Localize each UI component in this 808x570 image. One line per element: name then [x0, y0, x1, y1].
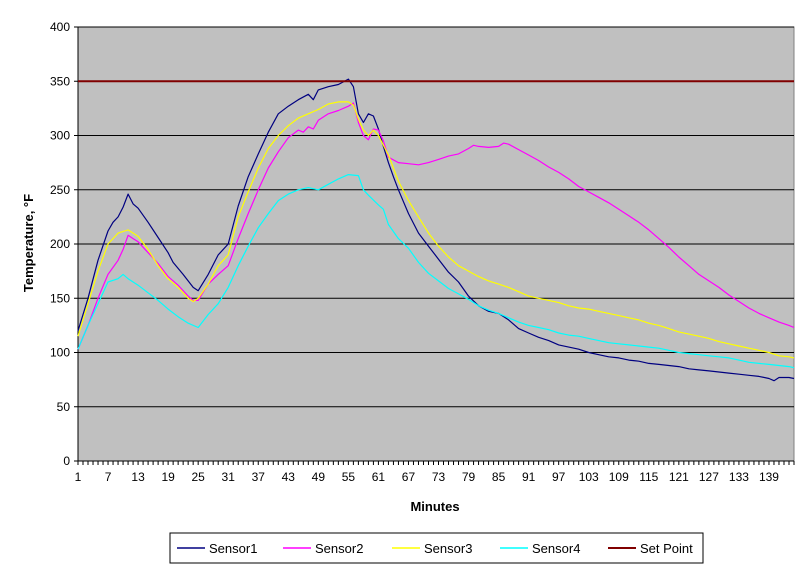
x-tick-label: 13 — [131, 470, 145, 484]
legend-label-sensor3: Sensor3 — [424, 541, 472, 556]
series-line-sensor4 — [77, 174, 795, 369]
x-tick-label: 25 — [191, 470, 205, 484]
y-axis-ticks: 0 50 100 150 200 250 300 350 400 — [50, 20, 78, 468]
y-tick-label: 50 — [57, 400, 71, 414]
y-tick-label: 200 — [50, 237, 70, 251]
x-tick-label: 91 — [522, 470, 536, 484]
x-tick-label: 43 — [282, 470, 296, 484]
x-tick-label: 19 — [161, 470, 175, 484]
y-tick-label: 100 — [50, 346, 70, 360]
y-axis-title: Temperature, °F — [21, 194, 36, 292]
x-tick-label: 7 — [105, 470, 112, 484]
legend-label-sensor2: Sensor2 — [315, 541, 363, 556]
x-tick-label: 73 — [432, 470, 446, 484]
y-tick-label: 300 — [50, 129, 70, 143]
x-tick-label: 133 — [729, 470, 749, 484]
x-tick-label: 61 — [372, 470, 386, 484]
x-tick-label: 1 — [75, 470, 82, 484]
x-tick-label: 97 — [552, 470, 566, 484]
y-tick-label: 0 — [63, 454, 70, 468]
series-line-sensor3 — [77, 101, 795, 359]
x-tick-label: 85 — [492, 470, 506, 484]
x-tick-label: 49 — [312, 470, 326, 484]
y-tick-label: 250 — [50, 183, 70, 197]
x-tick-label: 67 — [402, 470, 416, 484]
series-line-sensor2 — [77, 102, 795, 350]
x-tick-label: 115 — [639, 470, 658, 484]
x-axis-title: Minutes — [410, 499, 459, 514]
x-tick-label: 139 — [759, 470, 779, 484]
y-tick-label: 150 — [50, 291, 70, 305]
series-lines — [77, 78, 795, 382]
x-tick-label: 121 — [669, 470, 689, 484]
legend-label-sensor1: Sensor1 — [209, 541, 257, 556]
x-tick-label: 37 — [252, 470, 266, 484]
y-tick-label: 350 — [50, 74, 70, 88]
x-tick-label: 109 — [609, 470, 629, 484]
x-tick-label: 55 — [342, 470, 356, 484]
x-tick-label: 127 — [699, 470, 719, 484]
y-tick-label: 400 — [50, 20, 70, 34]
legend-label-sensor4: Sensor4 — [532, 541, 580, 556]
x-axis-ticks: 1 7 13 19 25 31 37 43 49 55 61 67 73 79 85 91 97 103 109 11… — [75, 461, 795, 484]
legend: Sensor1 Sensor2 Sensor3 Sensor4 Set Point — [169, 532, 704, 564]
x-tick-label: 103 — [579, 470, 599, 484]
x-tick-label: 31 — [222, 470, 236, 484]
x-tick-label: 79 — [462, 470, 476, 484]
series-line-sensor1 — [77, 78, 795, 382]
legend-label-set-point: Set Point — [640, 541, 693, 556]
